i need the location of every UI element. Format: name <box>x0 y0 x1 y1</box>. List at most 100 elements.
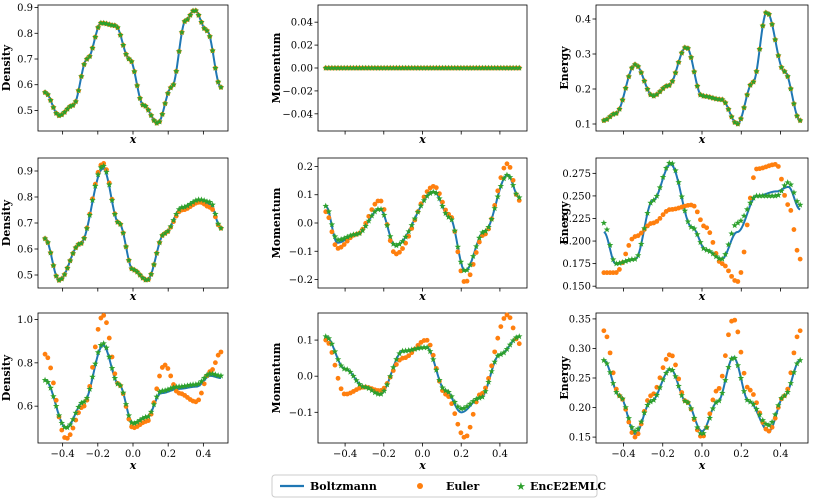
ence2emlc-point <box>638 418 645 425</box>
euler-point <box>794 334 800 340</box>
ence2emlc-point <box>771 411 779 418</box>
ence2emlc-point <box>368 212 376 219</box>
x-tick-label: 0.0 <box>125 449 141 460</box>
ence2emlc-point <box>491 358 498 365</box>
euler-point <box>516 341 522 347</box>
ence2emlc-point <box>473 64 480 71</box>
series-ence2emlc <box>322 333 523 412</box>
ence2emlc-point <box>740 212 748 219</box>
ence2emlc-point <box>200 25 208 32</box>
euler-point <box>48 365 54 371</box>
ence2emlc-point <box>690 68 698 75</box>
ence2emlc-point <box>747 398 754 405</box>
ence2emlc-point <box>114 218 121 225</box>
ence2emlc-point <box>111 374 119 381</box>
ence2emlc-point <box>697 238 704 246</box>
ence2emlc-point <box>600 356 608 364</box>
ence2emlc-point <box>100 162 107 169</box>
ence2emlc-point <box>512 64 520 71</box>
ence2emlc-point <box>94 171 102 178</box>
ence2emlc-point <box>728 113 735 120</box>
euler-point <box>676 376 682 382</box>
euler-point <box>332 362 338 368</box>
y-tick-label: 0.30 <box>569 344 591 355</box>
ence2emlc-point <box>641 77 648 84</box>
ence2emlc-point <box>178 383 186 390</box>
ence2emlc-point <box>706 93 714 100</box>
boltzmann-line <box>325 173 520 273</box>
ence2emlc-point <box>175 383 183 390</box>
ence2emlc-point <box>414 64 422 71</box>
ence2emlc-point <box>778 187 785 194</box>
ence2emlc-point <box>184 16 191 23</box>
ence2emlc-point <box>337 362 345 369</box>
ence2emlc-point <box>150 401 158 408</box>
euler-point <box>212 360 218 366</box>
ence2emlc-point <box>69 415 77 423</box>
y-tick-label: 0.8 <box>17 29 33 40</box>
ence2emlc-point <box>347 64 354 71</box>
ence2emlc-point <box>61 108 68 115</box>
euler-point <box>393 362 399 367</box>
ence2emlc-point <box>75 403 82 410</box>
ence2emlc-point <box>142 413 149 420</box>
ence2emlc-point <box>709 94 717 101</box>
ence2emlc-point <box>609 379 617 386</box>
ence2emlc-point <box>439 384 446 391</box>
euler-point <box>42 351 48 357</box>
ence2emlc-point <box>198 18 205 25</box>
ence2emlc-point <box>347 368 354 375</box>
ence2emlc-point <box>368 386 376 394</box>
ence2emlc-point <box>206 33 214 40</box>
ence2emlc-point <box>402 64 409 71</box>
euler-point <box>713 388 719 394</box>
ence2emlc-point <box>200 374 208 381</box>
euler-point <box>162 362 168 368</box>
ence2emlc-point <box>383 64 391 71</box>
y-tick-label: 0.275 <box>562 169 591 180</box>
euler-point <box>691 203 697 209</box>
ence2emlc-point <box>765 192 773 199</box>
y-tick-label: 0.150 <box>562 282 591 293</box>
ence2emlc-point <box>756 192 763 199</box>
ence2emlc-point <box>678 193 685 200</box>
ence2emlc-point <box>344 64 351 71</box>
euler-point <box>707 230 713 236</box>
euler-point <box>791 350 797 356</box>
ence2emlc-point <box>762 9 770 16</box>
x-tick-label: −0.4 <box>611 449 635 460</box>
ence2emlc-point <box>476 64 483 71</box>
ence2emlc-point <box>161 100 169 107</box>
ence2emlc-point <box>217 372 225 379</box>
ence2emlc-point <box>396 350 403 357</box>
ence2emlc-point <box>448 393 455 400</box>
ence2emlc-point <box>743 91 751 98</box>
ence2emlc-point <box>457 405 465 412</box>
ence2emlc-point <box>187 381 194 388</box>
ence2emlc-point <box>167 223 174 230</box>
euler-point <box>775 164 781 169</box>
ence2emlc-point <box>359 64 366 71</box>
ence2emlc-point <box>500 175 508 182</box>
ence2emlc-point <box>753 405 760 412</box>
euler-point <box>157 373 162 379</box>
ence2emlc-point <box>469 64 477 71</box>
ence2emlc-point <box>628 423 636 431</box>
ence2emlc-point <box>491 64 498 71</box>
euler-point <box>788 208 794 213</box>
ence2emlc-point <box>765 421 773 429</box>
euler-point <box>617 267 622 272</box>
ence2emlc-point <box>488 64 495 71</box>
ence2emlc-point <box>606 113 614 120</box>
ence2emlc-point <box>743 205 751 213</box>
ence2emlc-point <box>719 255 726 262</box>
ence2emlc-point <box>411 345 419 352</box>
ence2emlc-point <box>706 247 714 255</box>
ence2emlc-point <box>466 64 474 71</box>
ence2emlc-point <box>156 388 163 395</box>
euler-point <box>344 238 350 244</box>
ence2emlc-point <box>619 258 626 266</box>
euler-point <box>791 227 797 232</box>
ence2emlc-point <box>491 204 498 212</box>
